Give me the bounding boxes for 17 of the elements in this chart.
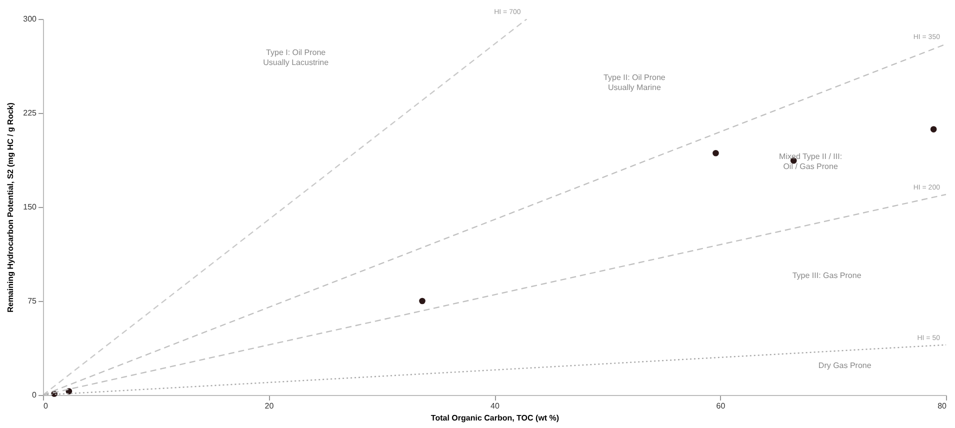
x-tick-label: 40 [490, 402, 500, 410]
annotation: Type II: Oil Prone Usually Marine [604, 73, 666, 92]
x-axis-title: Total Organic Carbon, TOC (wt %) [430, 414, 560, 422]
x-tick-label: 80 [938, 402, 948, 410]
annotation: Dry Gas Prone [818, 361, 872, 370]
y-tick-label: 300 [23, 14, 38, 24]
annotation: Type I: Oil Prone Usually Lacustrine [263, 48, 330, 67]
y-tick-label: 0 [32, 390, 38, 400]
annotation: Type III: Gas Prone [792, 270, 862, 280]
y-tick-label: 75 [28, 296, 38, 306]
annotation: Mixed Type II / III: Oil / Gas Prone [779, 152, 842, 171]
y-tick-label: 150 [23, 202, 38, 212]
x-tick-label: 20 [264, 402, 274, 410]
y-tick-label: 225 [23, 108, 38, 118]
x-tick-label: 60 [716, 402, 726, 410]
y-axis-title: Remaining Hydrocarbon Potential, S2 (mg HC / g Rock) [6, 102, 16, 312]
x-tick-label: 0 [44, 402, 48, 410]
